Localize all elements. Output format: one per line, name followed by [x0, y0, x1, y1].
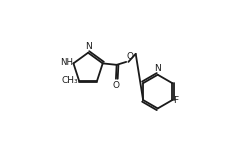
Text: N: N — [85, 42, 92, 51]
Text: O: O — [126, 52, 133, 61]
Text: CH₃: CH₃ — [61, 76, 78, 85]
Text: F: F — [174, 95, 179, 104]
Text: NH: NH — [60, 58, 73, 67]
Text: O: O — [113, 81, 120, 90]
Text: N: N — [154, 64, 161, 73]
